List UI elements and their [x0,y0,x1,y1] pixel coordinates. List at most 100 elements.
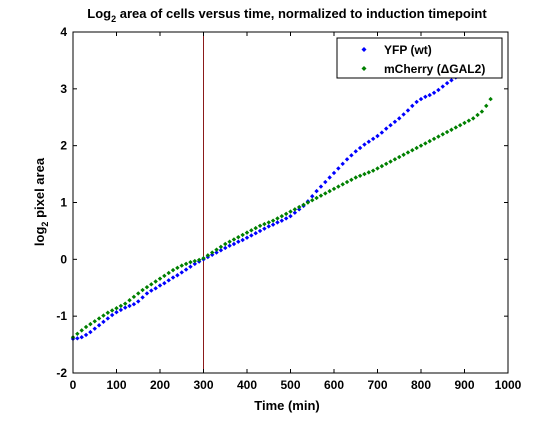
data-point-mcherry [340,182,345,187]
data-point-yfp [357,145,363,151]
data-point-yfp [379,130,385,135]
data-point-yfp [214,250,219,255]
data-point-mcherry [218,244,224,250]
y-tick-label: 2 [60,139,67,153]
points-layer [70,75,493,342]
data-point-yfp [179,270,184,275]
data-point-mcherry [292,207,298,212]
data-point-yfp [362,142,367,147]
data-point-yfp [240,237,245,243]
data-point-yfp [266,224,271,229]
series-mcherry [70,96,493,340]
data-point-mcherry [114,306,119,311]
x-tick-label: 0 [70,378,77,392]
data-point-mcherry [227,239,232,244]
y-tick-label: 3 [60,82,67,96]
data-point-mcherry [418,143,424,148]
data-point-yfp [353,149,358,154]
data-point-yfp [340,161,345,167]
data-point-mcherry [288,209,293,214]
data-point-yfp [449,78,454,83]
data-point-yfp [218,248,224,253]
x-tick-label: 100 [106,378,126,392]
data-point-mcherry [344,179,350,185]
data-point-yfp [175,273,180,278]
data-point-yfp [436,87,441,93]
data-point-yfp [384,126,389,131]
data-point-yfp [157,283,163,288]
data-point-yfp [123,305,128,310]
data-point-yfp [375,133,380,139]
data-point-yfp [262,226,267,231]
data-point-yfp [323,179,328,185]
data-point-mcherry [484,103,489,109]
data-point-mcherry [440,132,445,137]
data-point-mcherry [201,255,206,261]
y-axis-label: log2 pixel area [32,157,50,246]
data-point-mcherry [427,138,432,144]
data-point-mcherry [370,168,376,173]
data-point-mcherry [466,118,472,123]
legend-entry-mcherry: mCherry (ΔGAL2) [361,62,485,76]
data-point-yfp [397,116,402,121]
data-point-mcherry [136,291,141,296]
data-point-mcherry [423,141,428,146]
data-point-yfp [370,136,376,142]
data-point-mcherry [88,321,93,327]
ticks-layer: 0 100 200 300 400 500 600 700 800 900 1000 -2 -1 0 1 2 3… [56,25,521,392]
data-point-yfp [88,329,93,335]
x-tick-label: 800 [411,378,431,392]
data-point-mcherry [301,202,306,207]
data-point-mcherry [109,308,115,313]
data-point-mcherry [144,284,150,290]
data-point-yfp [249,233,254,238]
legend-box [336,37,503,79]
data-point-yfp [118,307,124,313]
data-point-yfp [270,222,276,227]
data-point-mcherry [214,247,219,252]
data-point-yfp [253,230,258,236]
data-point-yfp [144,291,150,296]
data-point-mcherry [488,96,493,102]
x-tick-label: 900 [454,378,474,392]
data-point-yfp [410,103,415,109]
data-point-mcherry [444,129,450,135]
data-point-mcherry [192,258,197,264]
data-point-mcherry [270,218,276,223]
y-tick-label: 1 [60,196,67,210]
data-point-mcherry [453,125,458,130]
data-point-yfp [310,194,315,199]
data-point-yfp [440,84,445,89]
data-point-yfp [392,119,398,124]
data-point-yfp [131,302,137,307]
data-point-yfp [283,216,289,221]
data-point-mcherry [327,188,332,194]
data-point-yfp [136,299,141,304]
data-point-yfp [105,316,110,321]
x-axis-label: Time (min) [254,398,320,413]
legend: YFP (wt) mCherry (ΔGAL2) [336,37,503,79]
data-point-mcherry [183,261,189,267]
data-point-yfp [314,188,319,194]
data-point-mcherry [397,154,402,160]
data-point-yfp [231,241,237,247]
x-tick-label: 500 [280,378,300,392]
data-point-mcherry [205,253,211,258]
data-point-yfp [223,245,228,251]
x-tick-label: 400 [237,378,257,392]
data-point-yfp [418,96,424,102]
data-point-mcherry [257,223,263,229]
data-point-mcherry [92,319,97,324]
data-point-mcherry [162,273,167,279]
data-point-mcherry [118,303,124,309]
data-point-mcherry [240,232,245,238]
data-point-mcherry [375,166,380,171]
data-point-mcherry [436,134,441,139]
data-point-mcherry [262,221,267,227]
data-point-mcherry [96,316,102,321]
data-point-mcherry [379,163,385,169]
data-point-mcherry [479,109,485,114]
data-point-mcherry [462,120,467,126]
series-yfp [70,75,458,342]
data-point-mcherry [357,173,363,178]
